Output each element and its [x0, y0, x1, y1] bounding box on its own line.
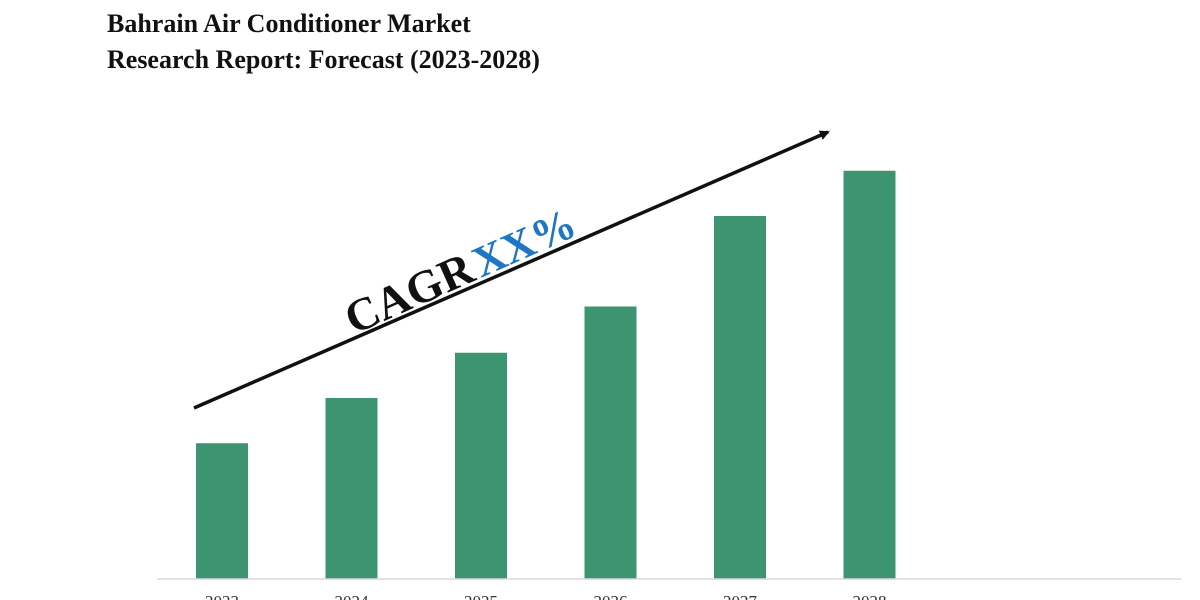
- report-title: Bahrain Air Conditioner Market Research …: [107, 9, 540, 74]
- x-tick-label: 2027: [723, 592, 758, 600]
- x-tick-labels: 2023 2024 2025 2026 2027 2028: [205, 592, 887, 600]
- bar-2026: [584, 306, 637, 579]
- growth-arrow: [193, 130, 830, 410]
- x-tick-label: 2025: [464, 592, 498, 600]
- bar-2024: [325, 397, 378, 579]
- x-tick-label: 2026: [594, 592, 628, 600]
- x-tick-label: 2028: [853, 592, 887, 600]
- bar-2027: [714, 216, 766, 580]
- x-tick-label: 2024: [335, 592, 370, 600]
- bar-2025: [455, 352, 507, 579]
- x-tick-label: 2023: [205, 592, 239, 600]
- bar-2023: [196, 443, 248, 579]
- bars-group: [196, 170, 896, 580]
- bar-2028: [843, 170, 896, 580]
